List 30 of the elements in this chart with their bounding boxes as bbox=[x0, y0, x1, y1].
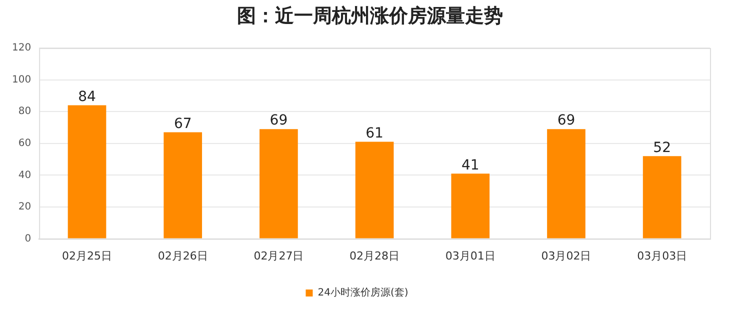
bar bbox=[355, 142, 394, 238]
x-tick-label: 03月01日 bbox=[445, 249, 496, 262]
data-label: 69 bbox=[270, 112, 288, 129]
data-label: 52 bbox=[653, 140, 671, 156]
y-tick-label: 20 bbox=[18, 202, 32, 213]
x-tick-label: 03月03日 bbox=[637, 249, 688, 262]
data-label: 69 bbox=[557, 112, 576, 129]
bar bbox=[260, 129, 298, 238]
bar bbox=[68, 105, 106, 238]
x-tick-label: 02月28日 bbox=[350, 249, 400, 262]
data-label: 84 bbox=[78, 88, 96, 105]
data-label: 41 bbox=[461, 157, 480, 174]
bar bbox=[164, 132, 202, 238]
x-tick-label: 02月25日 bbox=[62, 249, 112, 262]
y-tick-label: 0 bbox=[24, 233, 32, 244]
chart-title: 图：近一周杭州涨价房源量走势 bbox=[236, 4, 504, 29]
bar bbox=[547, 129, 586, 238]
x-tick-label: 03月02日 bbox=[541, 249, 592, 262]
bar bbox=[642, 156, 682, 238]
y-tick-label: 60 bbox=[18, 138, 32, 149]
data-label: 67 bbox=[174, 116, 192, 132]
data-label: 61 bbox=[366, 125, 384, 142]
legend-label: 24小时涨价房源(套) bbox=[318, 286, 408, 299]
x-tick-label: 02月26日 bbox=[158, 249, 208, 262]
y-tick-label: 80 bbox=[18, 106, 32, 118]
y-tick-label: 100 bbox=[12, 74, 32, 86]
x-tick-label: 02月27日 bbox=[254, 249, 304, 262]
y-tick-label: 120 bbox=[12, 42, 32, 54]
bar bbox=[451, 174, 490, 238]
y-tick-label: 40 bbox=[18, 170, 32, 181]
